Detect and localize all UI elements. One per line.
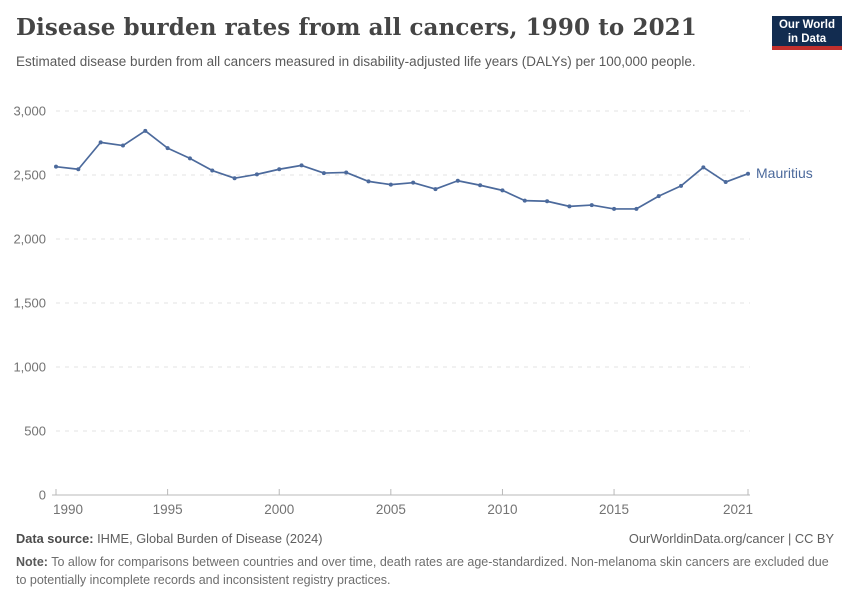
data-point-2011[interactable] (522, 198, 527, 203)
data-point-1990[interactable] (54, 164, 58, 169)
owid-logo-line2: in Data (787, 32, 827, 45)
note-label: Note: (16, 555, 48, 569)
data-point-1994[interactable] (143, 128, 148, 133)
data-point-2015[interactable] (612, 206, 617, 211)
data-point-2016[interactable] (634, 206, 639, 211)
y-axis-tick-label: 2,500 (13, 168, 46, 183)
line-chart[interactable]: 0 500 1,000 1,500 2,000 2,500 3,000 1990 1995 200… (0, 95, 850, 525)
data-point-2017[interactable] (656, 194, 661, 199)
x-axis-tick-label: 1990 (53, 502, 83, 517)
chart-note: Note: To allow for comparisons between c… (16, 553, 834, 589)
data-point-1998[interactable] (232, 176, 237, 181)
license-link[interactable]: OurWorldinData.org/cancer | CC BY (628, 531, 834, 546)
owid-logo-line1: Our World (778, 19, 835, 31)
page-title: Disease burden rates from all cancers, 1… (16, 14, 697, 41)
data-point-2008[interactable] (455, 178, 460, 183)
data-point-2010[interactable] (500, 188, 505, 193)
data-point-2005[interactable] (388, 182, 393, 187)
y-axis-tick-label: 0 (39, 488, 46, 503)
y-axis-tick-label: 500 (24, 424, 46, 439)
data-point-2014[interactable] (589, 203, 594, 208)
data-source: Data source: IHME, Global Burden of Dise… (16, 531, 323, 546)
data-source-value: IHME, Global Burden of Disease (2024) (93, 531, 323, 546)
x-axis-tick-label: 1995 (153, 502, 183, 517)
x-axis-tick-label: 2021 (723, 502, 753, 517)
data-point-2000[interactable] (277, 167, 282, 172)
data-point-2007[interactable] (433, 187, 438, 192)
entity-label[interactable]: Mauritius (756, 165, 813, 181)
data-source-label: Data source: (16, 531, 94, 546)
chart-subtitle: Estimated disease burden from all cancer… (16, 54, 696, 69)
note-text: To allow for comparisons between countri… (16, 555, 829, 588)
data-point-1995[interactable] (165, 146, 170, 151)
data-point-2003[interactable] (344, 170, 349, 175)
data-series-line (55, 129, 749, 210)
data-point-2018[interactable] (679, 183, 684, 188)
x-axis-tick-label: 2000 (264, 502, 294, 517)
y-axis-tick-label: 1,000 (13, 360, 46, 375)
owid-logo[interactable]: Our World in Data (772, 16, 842, 50)
data-point-1992[interactable] (98, 140, 103, 145)
data-point-2013[interactable] (567, 204, 572, 209)
data-point-2021[interactable] (746, 171, 750, 176)
data-point-1991[interactable] (76, 167, 81, 172)
data-point-1993[interactable] (120, 143, 125, 148)
data-point-1997[interactable] (210, 168, 215, 173)
data-point-2012[interactable] (545, 199, 550, 204)
x-axis-tick-label: 2005 (376, 502, 406, 517)
data-point-2002[interactable] (321, 171, 326, 176)
y-axis-tick-label: 2,000 (13, 232, 46, 247)
data-point-2004[interactable] (366, 179, 371, 184)
data-point-1999[interactable] (254, 172, 259, 177)
data-point-2006[interactable] (411, 180, 416, 185)
data-point-2020[interactable] (723, 180, 728, 185)
chart-footer: Data source: IHME, Global Burden of Dise… (16, 531, 834, 589)
x-axis-tick-label: 2015 (599, 502, 629, 517)
y-axis-tick-label: 3,000 (13, 104, 46, 119)
data-point-2019[interactable] (701, 165, 706, 170)
x-axis-tick-label: 2010 (487, 502, 517, 517)
data-point-1996[interactable] (187, 156, 192, 161)
y-axis-tick-label: 1,500 (13, 296, 46, 311)
data-point-2001[interactable] (299, 163, 304, 168)
data-point-2009[interactable] (478, 183, 483, 188)
